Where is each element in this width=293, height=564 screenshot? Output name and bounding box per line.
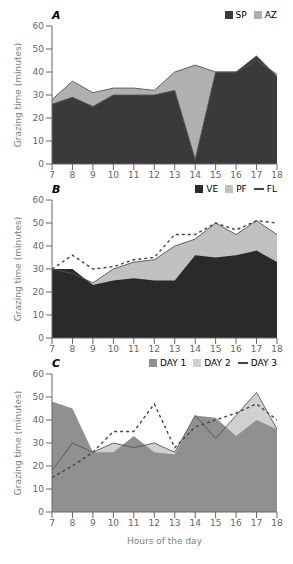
svg-text:14: 14 [189, 344, 201, 354]
svg-text:50: 50 [33, 44, 45, 54]
svg-text:10: 10 [33, 136, 45, 146]
svg-text:60: 60 [33, 22, 45, 31]
html-text:A: A [52, 8, 61, 22]
svg-text:9: 9 [90, 344, 96, 354]
svg-text:Grazing time (minutes): Grazing time (minutes) [13, 43, 23, 147]
svg-text:16: 16 [230, 344, 242, 354]
svg-text:40: 40 [33, 67, 45, 77]
svg-text:10: 10 [108, 170, 120, 180]
html-text:B: B [52, 182, 61, 196]
svg-text:20: 20 [33, 113, 45, 123]
svg-text:11: 11 [128, 170, 139, 180]
svg-text:12: 12 [149, 518, 160, 528]
svg-text:50: 50 [33, 392, 45, 402]
svg-text:17: 17 [251, 344, 262, 354]
svg-text:Grazing time (minutes): Grazing time (minutes) [13, 217, 23, 321]
html-text:SP: SP [235, 10, 247, 20]
svg-text:60: 60 [33, 370, 45, 379]
svg-text:Hours of the day: Hours of the day [127, 536, 203, 546]
svg-text:7: 7 [49, 518, 55, 528]
svg-text:12: 12 [149, 170, 160, 180]
html-text:VE: VE [206, 184, 219, 194]
svg-text:7: 7 [49, 344, 55, 354]
svg-text:11: 11 [128, 518, 139, 528]
svg-text:17: 17 [251, 170, 262, 180]
svg-text:0: 0 [38, 159, 44, 169]
svg-text:8: 8 [70, 170, 76, 180]
svg-text:14: 14 [189, 170, 201, 180]
svg-text:8: 8 [70, 344, 76, 354]
svg-text:9: 9 [90, 518, 96, 528]
svg-text:15: 15 [210, 344, 221, 354]
svg-text:30: 30 [33, 90, 45, 100]
svg-text:40: 40 [33, 415, 45, 425]
svg-text:10: 10 [33, 310, 45, 320]
html-text:DAY 3: DAY 3 [250, 358, 277, 368]
svg-text:10: 10 [33, 484, 45, 494]
html-text:C: C [52, 356, 61, 370]
svg-text:16: 16 [230, 170, 242, 180]
svg-text:10: 10 [108, 518, 120, 528]
svg-text:20: 20 [33, 287, 45, 297]
html-text:PF: PF [236, 184, 247, 194]
svg-text:12: 12 [149, 344, 160, 354]
svg-text:7: 7 [49, 170, 55, 180]
svg-text:15: 15 [210, 170, 221, 180]
svg-text:11: 11 [128, 344, 139, 354]
svg-text:13: 13 [169, 518, 180, 528]
svg-text:50: 50 [33, 218, 45, 228]
svg-text:0: 0 [38, 507, 44, 517]
svg-text:18: 18 [271, 518, 283, 528]
html-text:AZ: AZ [264, 10, 277, 20]
svg-text:15: 15 [210, 518, 221, 528]
svg-text:8: 8 [70, 518, 76, 528]
html-text:DAY 2: DAY 2 [204, 358, 231, 368]
html-text:DAY 1: DAY 1 [160, 358, 187, 368]
svg-text:30: 30 [33, 438, 45, 448]
svg-text:16: 16 [230, 518, 242, 528]
svg-text:40: 40 [33, 241, 45, 251]
svg-text:10: 10 [108, 344, 120, 354]
svg-text:30: 30 [33, 264, 45, 274]
svg-text:Grazing time (minutes): Grazing time (minutes) [13, 391, 23, 495]
svg-text:17: 17 [251, 518, 262, 528]
svg-text:0: 0 [38, 333, 44, 343]
html-text:FL: FL [266, 184, 277, 194]
svg-text:20: 20 [33, 461, 45, 471]
svg-text:13: 13 [169, 170, 180, 180]
svg-text:9: 9 [90, 170, 96, 180]
svg-text:60: 60 [33, 196, 45, 205]
svg-text:18: 18 [271, 344, 283, 354]
svg-text:14: 14 [189, 518, 201, 528]
svg-text:18: 18 [271, 170, 283, 180]
svg-text:13: 13 [169, 344, 180, 354]
